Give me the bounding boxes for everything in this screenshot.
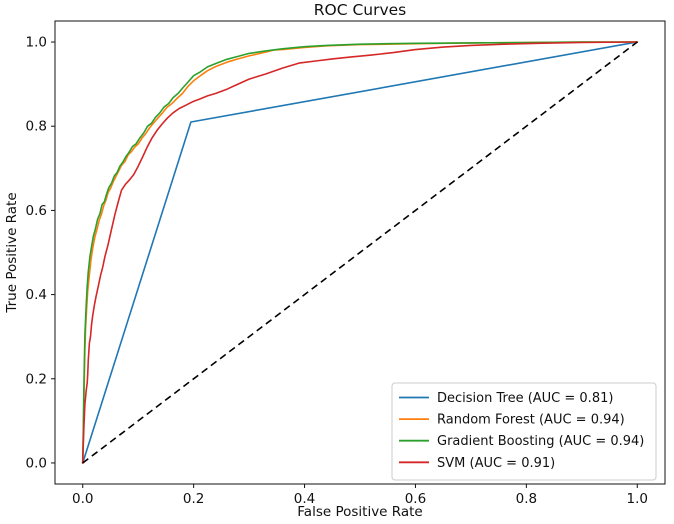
x-axis-label: False Positive Rate [297, 504, 422, 520]
chart-title: ROC Curves [314, 1, 407, 19]
legend-label-random-forest: Random Forest (AUC = 0.94) [437, 413, 625, 428]
y-tick-label: 0.2 [26, 371, 47, 387]
y-axis-label: True Positive Rate [4, 192, 20, 313]
x-tick-label: 1.0 [627, 491, 648, 507]
series-line-decision-tree [81, 41, 639, 464]
legend-label-decision-tree: Decision Tree (AUC = 0.81) [437, 391, 613, 406]
y-tick-label: 0.4 [26, 287, 47, 303]
x-tick-label: 0.6 [405, 491, 426, 507]
series-line-svm [81, 41, 639, 464]
x-tick-label: 0.8 [516, 491, 537, 507]
reference-diagonal-line [82, 41, 638, 464]
legend-label-svm: SVM (AUC = 0.91) [437, 456, 555, 471]
x-tick-label: 0.4 [294, 491, 315, 507]
y-tick-label: 0.0 [26, 455, 47, 471]
y-tick-label: 0.8 [26, 119, 47, 135]
legend-box [391, 382, 657, 481]
y-tick-label: 0.6 [26, 203, 47, 219]
legend: Decision Tree (AUC = 0.81) Random Forest … [391, 382, 657, 481]
series-line-gradient-boosting [81, 41, 639, 464]
legend-label-gradient-boosting: Gradient Boosting (AUC = 0.94) [437, 434, 644, 449]
x-tick-label: 0.0 [72, 491, 93, 507]
x-tick-label: 0.2 [183, 491, 204, 507]
y-tick-label: 1.0 [26, 35, 47, 51]
